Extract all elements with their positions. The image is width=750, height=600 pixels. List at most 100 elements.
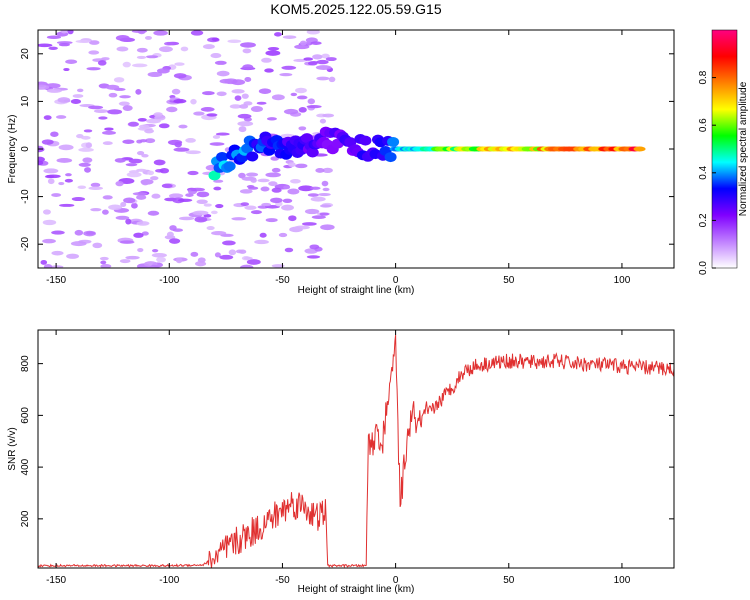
heatmap-cell: [38, 43, 53, 48]
heatmap-cell: [173, 147, 190, 152]
heatmap-cell: [307, 193, 319, 197]
heatmap-cell: [173, 73, 187, 79]
heatmap-cell: [309, 244, 320, 250]
heatmap-cell: [228, 249, 237, 256]
heatmap-cell: [131, 30, 148, 33]
heatmap-cell: [298, 126, 307, 131]
heatmap-cell: [66, 253, 80, 259]
heatmap-cell: [240, 202, 250, 207]
heatmap-cell: [144, 35, 152, 40]
heatmap-cell: [387, 136, 400, 147]
heatmap-cell: [60, 30, 68, 34]
heatmap-cell: [167, 139, 183, 146]
heatmap-cell: [250, 210, 262, 215]
heatmap-cell: [90, 207, 102, 212]
heatmap-cell: [279, 73, 293, 77]
heatmap-cell: [141, 231, 149, 236]
spectrogram-y-tick-label: 20: [20, 48, 31, 60]
heatmap-cell: [100, 260, 107, 265]
heatmap-cell: [119, 259, 131, 264]
heatmap-cell: [237, 113, 252, 119]
heatmap-cell: [215, 132, 230, 136]
heatmap-cell: [178, 124, 188, 129]
heatmap-cell: [294, 44, 310, 50]
heatmap-cell: [254, 239, 269, 245]
heatmap-cell: [59, 203, 75, 207]
heatmap-cell: [150, 176, 159, 181]
heatmap-cell: [283, 108, 299, 115]
heatmap-cell: [126, 171, 142, 178]
snr-x-tick-label: -50: [275, 575, 290, 586]
heatmap-cell: [140, 179, 150, 186]
heatmap-cell: [102, 209, 109, 215]
heatmap-cell: [266, 117, 277, 121]
heatmap-cell: [45, 174, 61, 179]
heatmap-cell: [166, 106, 178, 113]
heatmap-cell: [135, 89, 142, 95]
heatmap-cell: [319, 212, 330, 216]
heatmap-cell: [256, 101, 267, 105]
spectrogram-y-tick-label: -20: [20, 237, 31, 252]
heatmap-cell: [212, 135, 221, 139]
heatmap-cell: [185, 150, 201, 155]
spectrogram-y-tick-label: 0: [20, 146, 31, 152]
heatmap-cell: [246, 172, 259, 177]
heatmap-cell: [98, 116, 108, 120]
heatmap-cell: [633, 146, 646, 152]
colorbar-tick-label: 0.8: [698, 70, 709, 84]
heatmap-cell: [219, 78, 233, 84]
heatmap-cell: [104, 127, 114, 131]
snr-frame: [37, 329, 675, 569]
heatmap-cell: [231, 217, 247, 221]
spectrogram-x-tick-label: -150: [46, 275, 66, 286]
heatmap-cell: [128, 158, 143, 164]
heatmap-cell: [261, 57, 272, 63]
heatmap-cell: [76, 88, 84, 93]
heatmap-cell: [241, 93, 249, 99]
heatmap-cell: [83, 129, 93, 133]
heatmap-cell: [38, 156, 45, 163]
heatmap-cell: [215, 203, 224, 209]
heatmap-cell: [271, 94, 285, 101]
heatmap-cell: [81, 135, 91, 140]
heatmap-cell: [223, 161, 236, 172]
heatmap-cell: [271, 167, 281, 173]
heatmap-cell: [237, 121, 254, 127]
heatmap-cell: [115, 215, 130, 220]
heatmap-cell: [216, 151, 229, 162]
heatmap-cell: [123, 197, 136, 204]
snr-x-label: Height of straight line (km): [298, 584, 415, 595]
heatmap-cell: [265, 50, 281, 56]
heatmap-cell: [210, 210, 218, 215]
heatmap-cell: [320, 224, 335, 231]
heatmap-cell: [242, 64, 254, 70]
heatmap-cell: [322, 113, 335, 118]
heatmap-cell: [310, 41, 322, 45]
heatmap-cell: [227, 39, 242, 44]
heatmap-cell: [122, 61, 131, 68]
heatmap-cell: [219, 254, 234, 260]
snr-line: [38, 334, 674, 568]
heatmap-cell: [190, 30, 204, 36]
heatmap-cell: [264, 68, 274, 73]
heatmap-cell: [89, 40, 100, 45]
heatmap-cell: [203, 203, 212, 207]
snr-y-ticks: 200 400 600 800: [20, 355, 674, 527]
heatmap-cell: [265, 218, 278, 223]
heatmap-cell: [315, 65, 332, 70]
heatmap-cell: [132, 192, 148, 196]
colorbar-tick-label: 0.6: [698, 118, 709, 132]
heatmap-cell: [65, 173, 72, 177]
heatmap-cell: [290, 178, 301, 184]
heatmap-cell: [316, 59, 329, 65]
heatmap-cell: [306, 105, 322, 109]
heatmap-cell: [301, 222, 317, 226]
heatmap-cell: [86, 67, 101, 71]
heatmap-cell: [260, 186, 270, 192]
heatmap-cell: [208, 170, 221, 181]
snr-panel: -150 -100 -50 0 50 100 200 400 600 800 Height of…: [7, 329, 675, 595]
heatmap-cell: [267, 47, 280, 51]
heatmap-cell: [309, 186, 321, 190]
heatmap-cell: [106, 84, 120, 90]
heatmap-cell: [243, 256, 253, 260]
